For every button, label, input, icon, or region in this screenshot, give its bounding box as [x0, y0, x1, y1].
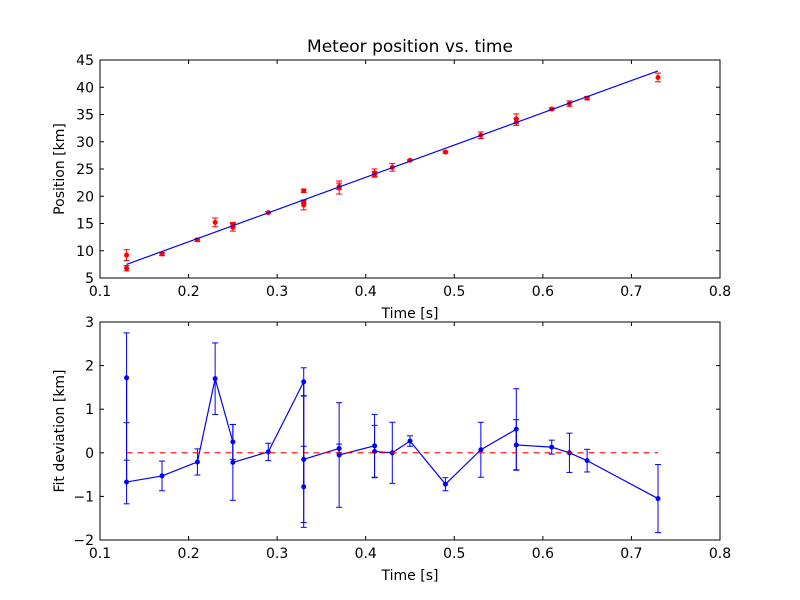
- data-point: [478, 447, 484, 453]
- y-tick-label: 5: [85, 271, 94, 287]
- data-point: [212, 219, 218, 225]
- plot-area: [99, 321, 721, 541]
- data-point: [212, 376, 218, 382]
- x-tick-label: 0.8: [709, 284, 731, 300]
- x-tick-label: 0.4: [355, 284, 377, 300]
- y-tick-label: −2: [73, 533, 94, 549]
- plot-area: [99, 59, 721, 279]
- y-tick-label: 3: [85, 315, 94, 331]
- y-tick-label: 2: [85, 359, 94, 375]
- y-tick-label: 30: [76, 135, 94, 151]
- y-axis-label: Position [km]: [52, 123, 68, 215]
- data-point: [513, 442, 519, 448]
- data-point: [265, 449, 271, 455]
- x-tick-label: 0.6: [532, 284, 554, 300]
- y-tick-label: 25: [76, 162, 94, 178]
- y-tick-label: 40: [76, 80, 94, 96]
- y-tick-label: 45: [76, 53, 94, 69]
- x-tick-label: 0.1: [89, 284, 111, 300]
- fit-line: [126, 70, 659, 265]
- data-point: [301, 379, 307, 385]
- data-point: [442, 149, 448, 155]
- y-tick-label: 15: [76, 217, 94, 233]
- data-point: [124, 265, 130, 271]
- x-tick-label: 0.4: [355, 546, 377, 562]
- data-point: [301, 188, 307, 194]
- x-tick-label: 0.7: [620, 546, 642, 562]
- data-point: [230, 459, 236, 465]
- x-tick-label: 0.3: [266, 284, 288, 300]
- position-plot: 0.1 0.2 0.3 0.4 0.5 0.6 0.7 0.8 5 10 15 20 25 30 35 40 4…: [52, 37, 731, 322]
- x-tick-label: 0.8: [709, 546, 731, 562]
- axis-ticks: 0.1 0.2 0.3 0.4 0.5 0.6 0.7 0.8 5 10 15 20 25 30 35 40 4…: [76, 53, 731, 300]
- data-point: [549, 444, 555, 450]
- data-point: [336, 452, 342, 458]
- y-tick-label: −1: [73, 489, 94, 505]
- x-tick-label: 0.3: [266, 546, 288, 562]
- chart-title: Meteor position vs. time: [307, 37, 513, 57]
- data-point: [407, 438, 413, 444]
- data-point: [124, 252, 130, 258]
- x-tick-label: 0.6: [532, 546, 554, 562]
- data-point: [194, 459, 200, 465]
- y-tick-label: 0: [85, 446, 94, 462]
- data-point: [301, 456, 307, 462]
- data-point: [584, 458, 590, 464]
- deviation-plot: 0.1 0.2 0.3 0.4 0.5 0.6 0.7 0.8 −2 −1 0 1 2 3 Time [s…: [52, 315, 731, 584]
- plot-marks: [123, 332, 661, 534]
- data-point: [124, 479, 130, 485]
- x-tick-label: 0.2: [177, 284, 199, 300]
- data-point: [655, 496, 661, 502]
- x-axis-label: Time [s]: [381, 568, 439, 584]
- plot-marks: [123, 70, 661, 272]
- data-point: [442, 481, 448, 487]
- axis-ticks: 0.1 0.2 0.3 0.4 0.5 0.6 0.7 0.8 −2 −1 0 1 2 3: [73, 315, 731, 562]
- y-tick-label: 35: [76, 108, 94, 124]
- x-tick-label: 0.5: [443, 284, 465, 300]
- data-point: [124, 375, 130, 381]
- x-axis-label: Time [s]: [381, 306, 439, 322]
- data-point: [159, 473, 165, 479]
- y-axis-label: Fit deviation [km]: [52, 369, 68, 492]
- y-tick-label: 1: [85, 402, 94, 418]
- x-tick-label: 0.1: [89, 546, 111, 562]
- x-tick-label: 0.5: [443, 546, 465, 562]
- data-point: [301, 202, 307, 208]
- y-tick-label: 20: [76, 189, 94, 205]
- data-point: [655, 74, 661, 80]
- x-tick-label: 0.7: [620, 284, 642, 300]
- x-tick-label: 0.2: [177, 546, 199, 562]
- y-tick-label: 10: [76, 244, 94, 260]
